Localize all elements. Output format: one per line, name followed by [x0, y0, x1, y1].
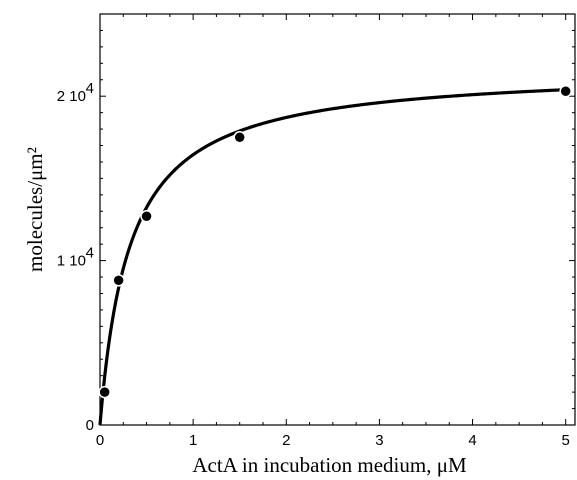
axes-frame [99, 13, 576, 426]
plot-frame [99, 13, 576, 426]
x-tick-labels: 0 1 2 3 4 5 [96, 432, 570, 449]
y-tick-label: 0 [86, 417, 94, 434]
data-point [233, 131, 246, 144]
x-tick-label: 3 [375, 432, 383, 449]
data-point [112, 274, 125, 287]
fit-curve-path [98, 88, 566, 426]
x-tick-label: 5 [562, 432, 570, 449]
data-point [559, 85, 572, 98]
ticks [99, 13, 575, 426]
y-tick-exponent: 4 [86, 245, 94, 262]
y-tick-label: 2 10 [57, 88, 86, 105]
x-tick-label: 4 [468, 432, 476, 449]
y-tick-exponent: 4 [86, 80, 94, 97]
x-axis-title: ActA in incubation medium, μM [192, 453, 467, 477]
y-tick-labels: 01 10 42 10 4 [57, 80, 94, 434]
y-axis-title: molecules/μm² [23, 147, 47, 272]
x-tick-label: 2 [282, 432, 290, 449]
data-point [140, 209, 153, 223]
fit-curve [98, 88, 566, 426]
x-tick-label: 1 [189, 432, 197, 449]
data-points [98, 85, 572, 399]
data-point [98, 385, 111, 399]
x-tick-label: 0 [96, 432, 104, 449]
y-tick-label: 1 10 [57, 253, 86, 270]
